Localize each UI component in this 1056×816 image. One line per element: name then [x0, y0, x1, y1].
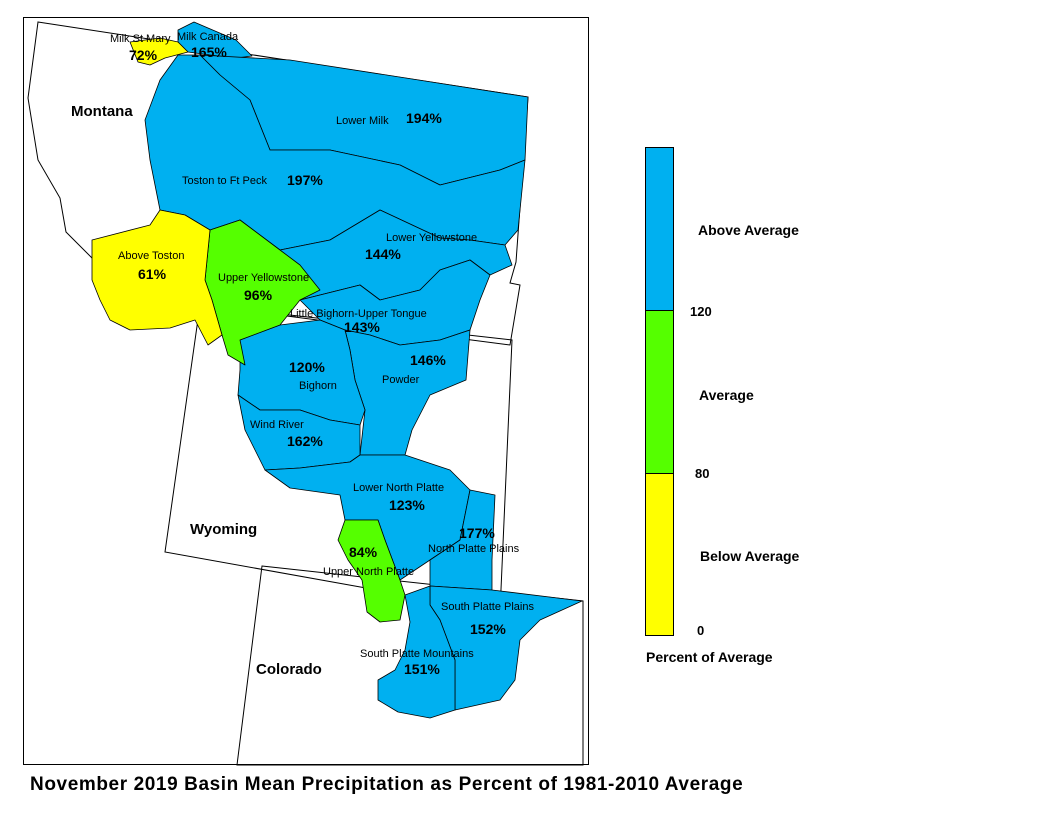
basin-name-south-platte-mountains: South Platte Mountains	[360, 648, 474, 660]
basin-value-lower-milk: 194%	[406, 110, 442, 126]
basin-name-wind-river: Wind River	[250, 419, 304, 431]
basin-name-south-platte-plains: South Platte Plains	[441, 601, 534, 613]
basin-name-lower-milk: Lower Milk	[336, 115, 389, 127]
state-label-colorado: Colorado	[256, 661, 322, 678]
legend-tick-80: 80	[695, 466, 710, 481]
legend-tick-120: 120	[690, 304, 712, 319]
basin-value-above-toston: 61%	[138, 266, 167, 282]
legend-label-below: Below Average	[700, 548, 800, 564]
basin-value-lower-north-platte: 123%	[389, 497, 425, 513]
basin-name-milk-st-mary: Milk St Mary	[110, 33, 171, 45]
basin-value-powder: 146%	[410, 352, 446, 368]
basin-upper-north-platte	[337, 519, 406, 623]
map-title: November 2019 Basin Mean Precipitation a…	[30, 774, 744, 795]
basin-value-bighorn: 120%	[289, 359, 325, 375]
basin-name-milk-canada: Milk Canada	[177, 31, 239, 43]
basin-name-bighorn: Bighorn	[299, 380, 337, 392]
basin-value-milk-st-mary: 72%	[129, 47, 158, 63]
basin-south-platte-mountains	[377, 585, 456, 719]
basin-value-north-platte-plains: 177%	[459, 525, 495, 541]
legend-swatch-average	[645, 310, 674, 474]
basin-name-powder: Powder	[382, 374, 420, 386]
basin-value-south-platte-plains: 152%	[470, 621, 506, 637]
legend-swatch-below	[645, 473, 674, 636]
basin-name-lower-yellowstone: Lower Yellowstone	[386, 232, 477, 244]
basin-value-upper-yellowstone: 96%	[244, 287, 273, 303]
basin-value-wind-river: 162%	[287, 433, 323, 449]
basin-map: Montana Wyoming Colorado Milk St Mary Mi…	[27, 21, 584, 766]
basin-value-toston-ft-peck: 197%	[287, 172, 323, 188]
legend-swatch-above	[645, 147, 674, 311]
basin-milk-st-mary	[129, 37, 189, 66]
basin-name-north-platte-plains: North Platte Plains	[428, 543, 520, 555]
basin-name-lower-north-platte: Lower North Platte	[353, 482, 444, 494]
basin-value-milk-canada: 165%	[191, 44, 227, 60]
basin-powder	[344, 329, 471, 456]
basin-value-lower-yellowstone: 144%	[365, 246, 401, 262]
basin-value-upper-north-platte: 84%	[349, 544, 378, 560]
state-label-montana: Montana	[71, 103, 133, 120]
legend-caption: Percent of Average	[646, 649, 773, 665]
basin-value-south-platte-mountains: 151%	[404, 661, 440, 677]
basin-value-little-bighorn: 143%	[344, 319, 380, 335]
basin-name-little-bighorn: Little Bighorn-Upper Tongue	[290, 308, 427, 320]
basin-name-upper-north-platte: Upper North Platte	[323, 566, 414, 578]
state-label-wyoming: Wyoming	[190, 521, 257, 538]
basin-above-toston	[91, 209, 223, 346]
legend-label-above: Above Average	[698, 222, 799, 238]
basin-name-toston-ft-peck: Toston to Ft Peck	[182, 175, 267, 187]
legend-label-average: Average	[699, 387, 754, 403]
basin-name-above-toston: Above Toston	[118, 250, 184, 262]
legend-tick-0: 0	[697, 623, 705, 638]
basin-name-upper-yellowstone: Upper Yellowstone	[218, 272, 309, 284]
